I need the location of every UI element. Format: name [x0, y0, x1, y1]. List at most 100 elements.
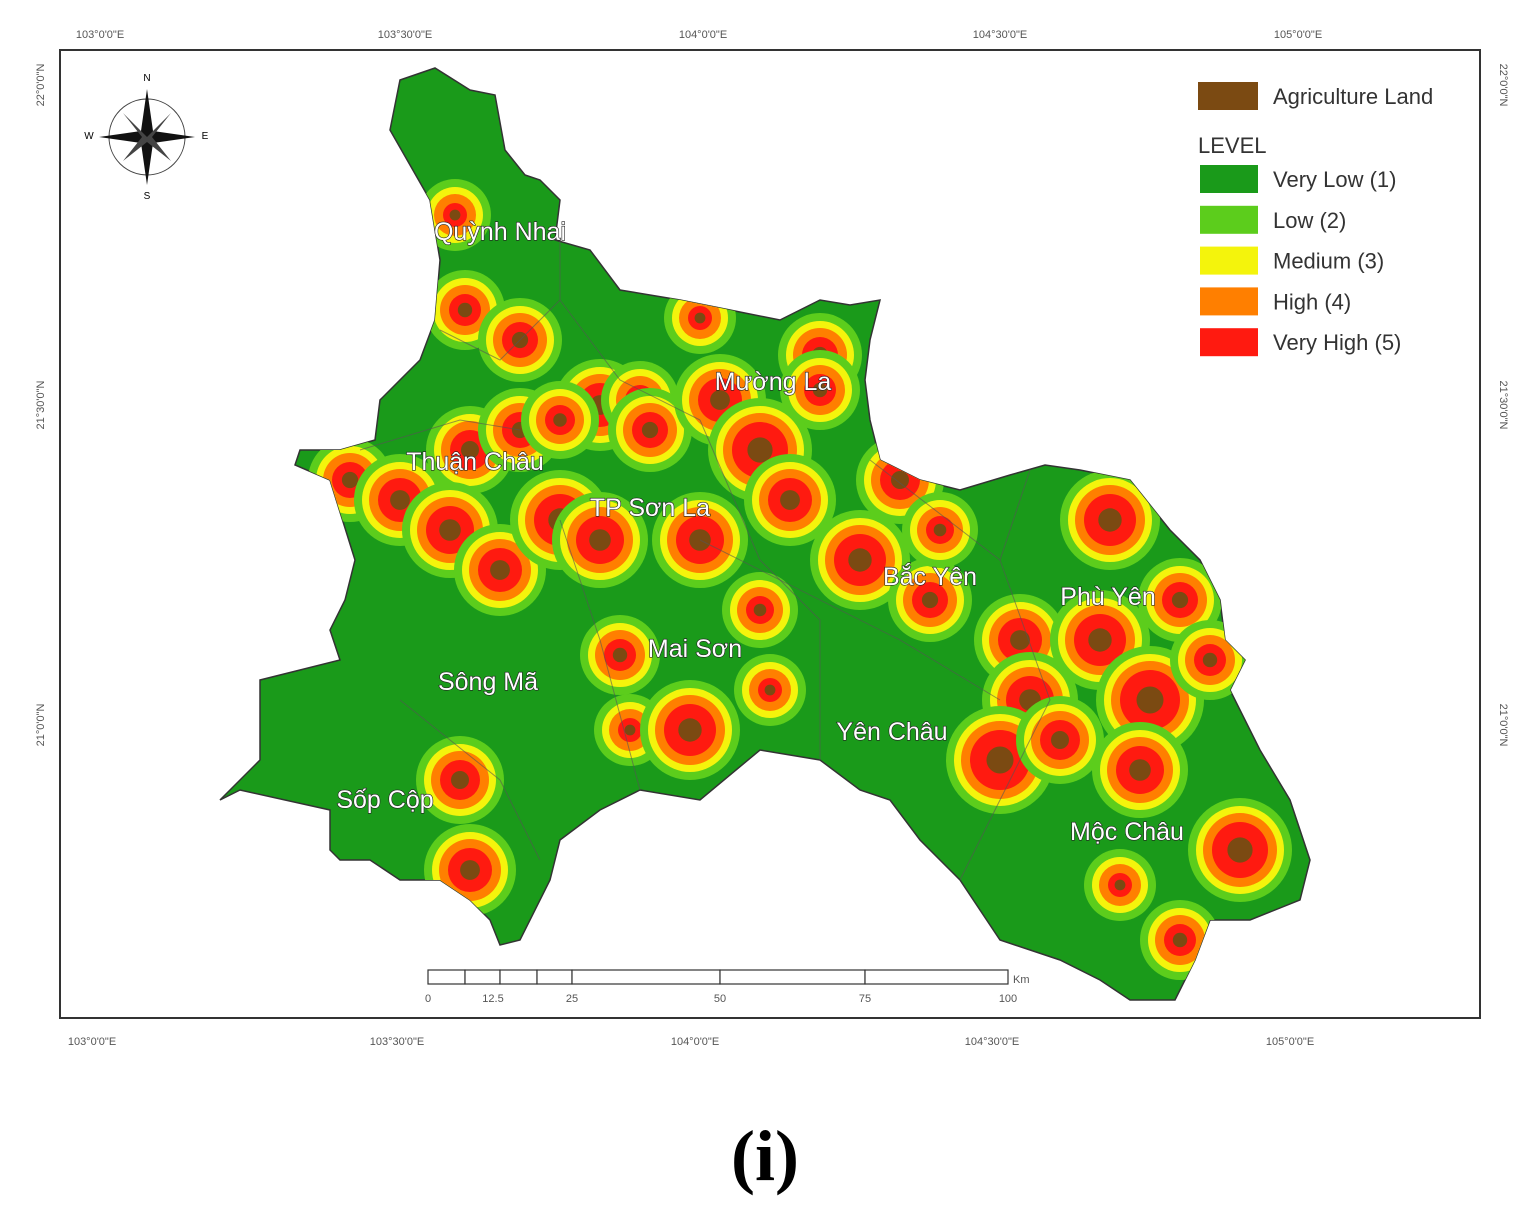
risk-zone	[490, 560, 510, 580]
district-border	[699, 419, 821, 760]
scale-segment	[571, 969, 721, 985]
risk-zone	[986, 746, 1014, 774]
risk-zone	[1098, 508, 1122, 532]
district-border	[959, 559, 1051, 881]
risk-zone	[921, 591, 939, 609]
top-coord: 103°0'0"E	[76, 29, 124, 41]
scale-segment	[464, 969, 501, 985]
risk-zone	[461, 441, 479, 459]
risk-zone	[641, 421, 659, 439]
risk-zone	[390, 490, 410, 510]
legend-label: High (4)	[1273, 289, 1351, 314]
right-coord: 21°0'0"N	[1497, 704, 1509, 747]
hotspots	[308, 179, 1292, 980]
top-coord: 103°30'0"E	[378, 29, 432, 41]
caption: (i)	[731, 1116, 799, 1196]
risk-zone	[457, 302, 473, 318]
risk-zone	[1172, 932, 1188, 948]
risk-zone	[678, 718, 702, 742]
scale-label: 12.5	[482, 993, 503, 1005]
scale-unit: Km	[1013, 974, 1030, 986]
district-label: Sốp Cộp	[336, 786, 433, 814]
risk-zone	[891, 471, 909, 489]
risk-zone	[612, 647, 628, 663]
scale-label: 50	[714, 993, 726, 1005]
risk-zone	[589, 529, 611, 551]
compass-star-minor	[123, 113, 171, 161]
district-label: Quỳnh Nhai	[434, 218, 566, 246]
left-coord: 21°30'0"N	[35, 380, 47, 429]
district-label: TP Sơn La	[590, 494, 710, 522]
legend-swatch	[1200, 287, 1258, 316]
legend-swatch	[1200, 205, 1258, 234]
legend-swatch	[1200, 165, 1258, 193]
legend-label: Agriculture Land	[1273, 84, 1433, 109]
scale-segment	[499, 969, 538, 985]
scale-label: 100	[999, 993, 1017, 1005]
district-label: Sông Mã	[438, 668, 538, 696]
bottom-coord: 103°0'0"E	[68, 1036, 116, 1048]
district-border	[699, 539, 1001, 701]
scale-label: 25	[566, 993, 578, 1005]
legend-label: Very High (5)	[1273, 330, 1401, 355]
district-border	[399, 699, 541, 861]
right-coord: 22°0'0"N	[1497, 64, 1509, 107]
bottom-coord: 103°30'0"E	[370, 1036, 424, 1048]
risk-zone	[1051, 731, 1069, 749]
risk-zone	[553, 413, 567, 427]
compass-letter: W	[84, 131, 94, 142]
compass: N E S W	[84, 73, 208, 202]
district-label: Bắc Yên	[883, 562, 977, 591]
legend-swatch	[1200, 246, 1258, 275]
district-label: Phù Yên	[1060, 583, 1155, 611]
scale-segment	[536, 969, 573, 985]
bottom-coord: 104°0'0"E	[671, 1036, 719, 1048]
risk-zone	[1202, 652, 1218, 668]
scale-label: 75	[859, 993, 871, 1005]
risk-zone	[1010, 630, 1030, 650]
legend-swatch	[1200, 328, 1258, 357]
risk-zone	[710, 390, 730, 410]
compass-letter: N	[143, 73, 150, 84]
risk-zone	[812, 382, 828, 398]
risk-zone	[460, 860, 480, 880]
risk-zone	[1171, 591, 1189, 609]
risk-zone	[753, 603, 767, 617]
scale-label: 0	[425, 993, 431, 1005]
compass-letter: S	[144, 191, 151, 202]
district-label: Yên Châu	[836, 718, 947, 746]
risk-zone	[694, 312, 706, 324]
legend-title: LEVEL	[1198, 133, 1267, 158]
risk-zone	[764, 684, 776, 696]
risk-zone	[1088, 628, 1112, 652]
top-coord: 105°0'0"E	[1274, 29, 1322, 41]
risk-zone	[780, 490, 800, 510]
risk-zone	[624, 724, 636, 736]
left-coord: 21°0'0"N	[35, 704, 47, 747]
risk-zone	[1136, 686, 1164, 714]
risk-zone	[933, 523, 947, 537]
bottom-coord: 105°0'0"E	[1266, 1036, 1314, 1048]
top-coord: 104°0'0"E	[679, 29, 727, 41]
scale-segment	[719, 969, 866, 985]
top-coord: 104°30'0"E	[973, 29, 1027, 41]
legend-swatch	[1198, 82, 1258, 110]
risk-zone	[1114, 879, 1126, 891]
right-coord: 21°30'0"N	[1497, 381, 1509, 430]
left-coord: 22°0'0"N	[35, 64, 47, 107]
risk-zone	[747, 437, 773, 463]
district-border	[559, 299, 701, 421]
risk-zone	[439, 519, 461, 541]
district-label: Mộc Châu	[1070, 818, 1184, 846]
risk-zone	[1227, 837, 1253, 863]
scale-segment	[427, 969, 466, 985]
risk-zone	[341, 471, 359, 489]
risk-zone	[848, 548, 872, 572]
district-label: Mai Sơn	[648, 635, 742, 663]
legend-label: Medium (3)	[1273, 249, 1384, 274]
district-label: Thuận Châu	[406, 448, 544, 476]
scale-segment	[864, 969, 1009, 985]
legend-label: Low (2)	[1273, 208, 1346, 233]
risk-zone	[451, 771, 469, 789]
